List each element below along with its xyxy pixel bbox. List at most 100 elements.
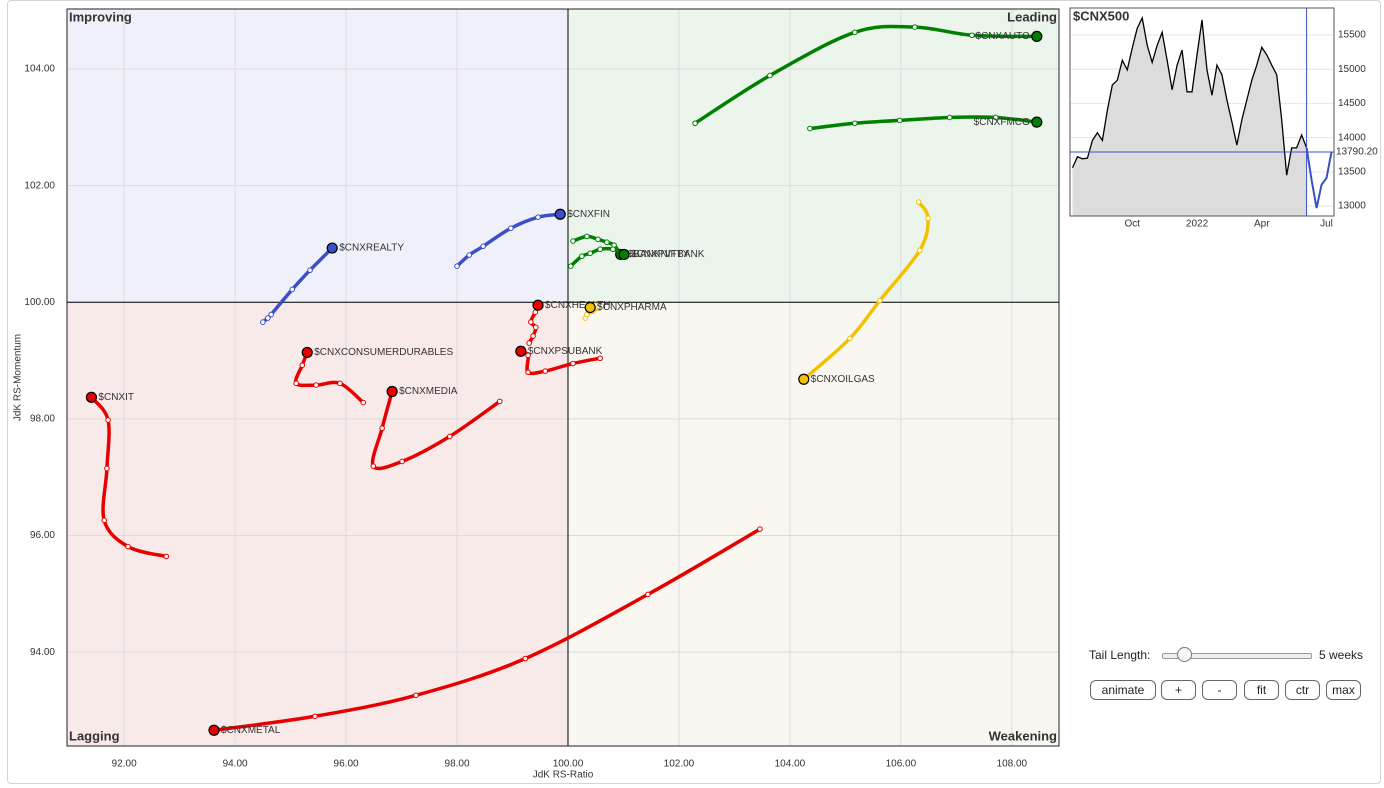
series-label: $CNXFIN <box>567 209 610 220</box>
tail-marker <box>584 233 590 240</box>
tail-marker <box>379 425 385 432</box>
quadrant-label: Weakening <box>989 728 1057 743</box>
head-marker <box>1031 116 1043 128</box>
y-tick-label: 14000 <box>1338 132 1366 143</box>
head-marker <box>618 248 630 261</box>
tail-marker <box>604 239 610 246</box>
tail-marker <box>946 114 953 121</box>
tail-marker <box>570 238 576 244</box>
x-tick-label: 104.00 <box>775 759 806 770</box>
tail-marker <box>595 236 601 243</box>
zoom-out-button[interactable]: - <box>1202 680 1237 700</box>
tail-marker <box>299 362 306 369</box>
y-tick-label: 15000 <box>1338 64 1366 75</box>
mini-border <box>1069 7 1335 217</box>
head-marker <box>301 346 313 359</box>
tail-marker <box>535 214 541 220</box>
tail-marker <box>260 319 266 325</box>
x-tick-label: Oct <box>1124 219 1140 230</box>
head-marker <box>326 242 338 254</box>
tail-marker <box>896 117 903 124</box>
price-area <box>1072 17 1307 217</box>
tail-marker <box>360 399 367 406</box>
tail-marker <box>530 333 536 339</box>
zoom-in-button[interactable]: + <box>1161 680 1196 700</box>
y-tick-label: 94.00 <box>30 647 55 658</box>
tail-marker <box>533 324 539 331</box>
tail-marker <box>525 352 531 359</box>
tail-marker <box>454 263 460 269</box>
head-marker <box>554 208 566 220</box>
head-marker <box>532 299 544 311</box>
tail-marker <box>289 286 296 293</box>
tail-marker <box>312 713 318 720</box>
x-tick-label: 98.00 <box>445 759 470 770</box>
tail-marker <box>587 250 593 257</box>
y-tick-label: 98.00 <box>30 414 55 425</box>
tail-marker <box>570 360 576 367</box>
x-axis-title: JdK RS-Ratio <box>533 770 594 781</box>
panel-frame <box>7 0 1381 784</box>
series-label: $CNXIT <box>98 392 134 403</box>
series-label: $CNXPVTBANK <box>631 249 705 260</box>
head-marker <box>208 724 220 736</box>
quadrant-label: Lagging <box>69 728 120 743</box>
animate-button[interactable]: animate <box>1090 680 1156 700</box>
tail-slider[interactable] <box>1162 653 1312 659</box>
quadrant-improving <box>67 9 568 303</box>
head-marker <box>584 301 596 314</box>
slider-knob[interactable] <box>1177 647 1192 662</box>
tail-line <box>808 115 1039 131</box>
tail-marker <box>925 215 931 222</box>
quadrant-leading <box>567 9 1059 303</box>
head-marker <box>85 391 98 403</box>
tail-marker <box>508 225 514 232</box>
tail-marker <box>337 380 343 387</box>
x-tick-label: 94.00 <box>223 759 248 770</box>
y-tick-label: 100.00 <box>24 297 55 308</box>
tail-marker <box>645 591 651 598</box>
tail-marker <box>480 243 486 250</box>
tail-marker <box>992 114 999 121</box>
tail-marker <box>567 263 574 269</box>
quadrant-label: Improving <box>69 9 132 24</box>
tail-marker <box>610 246 616 253</box>
tail-marker <box>852 120 858 127</box>
x-tick-label: 2022 <box>1186 219 1209 230</box>
tail-line <box>693 24 1039 126</box>
series-label: $CNXREALTY <box>339 243 404 254</box>
tail-marker <box>447 433 453 440</box>
y-tick-label: 13500 <box>1338 166 1366 177</box>
center-button[interactable]: ctr <box>1285 680 1320 700</box>
price-line <box>1305 147 1333 209</box>
tail-line <box>212 527 762 733</box>
tail-marker <box>101 517 107 524</box>
x-tick-label: 96.00 <box>334 759 359 770</box>
x-tick-label: 106.00 <box>886 759 917 770</box>
x-tick-label: 100.00 <box>553 759 584 770</box>
series-label: $CNXPSUBANK <box>528 346 603 357</box>
y-tick-label: 104.00 <box>24 64 55 75</box>
y-axis-title: JdK RS-Momentum <box>13 334 24 421</box>
mini-title: $CNX500 <box>1073 8 1129 23</box>
tail-marker <box>370 463 377 469</box>
tail-length-label: Tail Length: <box>1089 648 1151 662</box>
y-tick-label: 13000 <box>1338 201 1366 212</box>
head-marker <box>798 373 810 385</box>
tail-marker <box>847 335 853 342</box>
tail-marker <box>526 340 532 346</box>
head-marker <box>515 345 527 357</box>
series-label: $BANKNIFTY <box>628 249 690 260</box>
tail-marker <box>104 465 110 472</box>
max-button[interactable]: max <box>1326 680 1361 700</box>
tail-marker <box>528 319 534 325</box>
tail-marker <box>307 267 313 274</box>
y-tick-label: 15500 <box>1338 30 1366 41</box>
fit-button[interactable]: fit <box>1244 680 1279 700</box>
plot-border <box>66 8 1060 747</box>
tail-marker <box>105 417 111 423</box>
tail-marker <box>597 246 603 253</box>
x-tick-label: 92.00 <box>112 759 137 770</box>
